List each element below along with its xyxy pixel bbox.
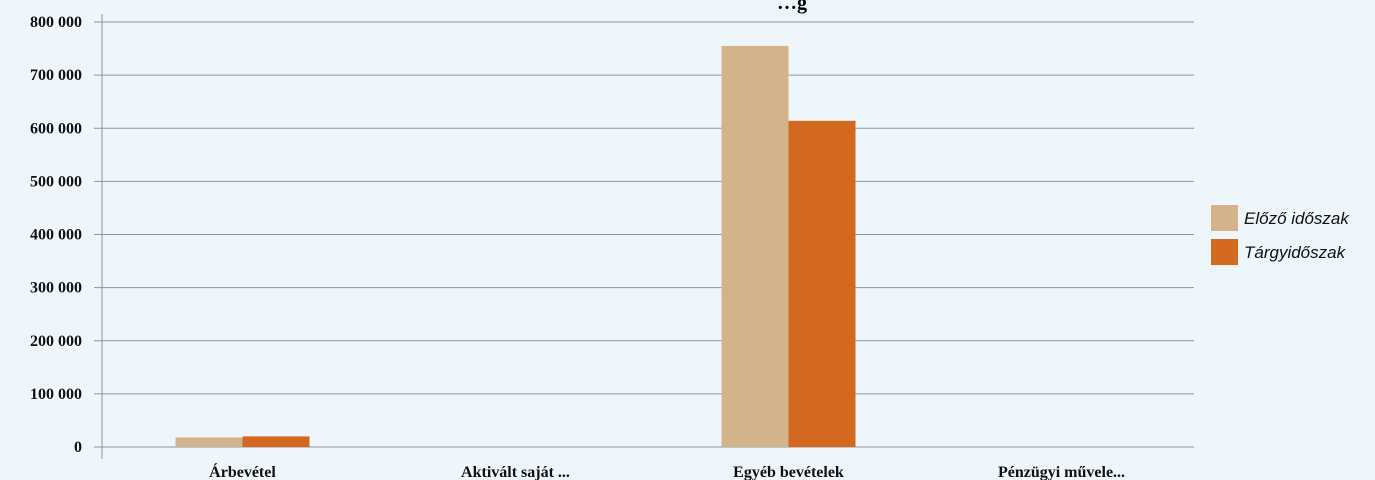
bar-previous-period bbox=[175, 437, 243, 447]
bar-current-period bbox=[242, 436, 310, 447]
bars bbox=[175, 45, 856, 447]
x-category-label: Aktivált saját ... bbox=[461, 464, 570, 480]
y-tick-label: 500 000 bbox=[30, 173, 82, 190]
y-tick-label: 600 000 bbox=[30, 120, 82, 137]
legend-swatch bbox=[1211, 205, 1238, 231]
y-tick-labels: 0 100 000 200 000 300 000 400 000 500 000 600 … bbox=[30, 14, 82, 456]
gridlines bbox=[94, 21, 1194, 448]
x-category-label: Pénzügyi művele... bbox=[998, 464, 1125, 480]
bar-previous-period bbox=[721, 45, 789, 447]
y-tick-label: 200 000 bbox=[30, 333, 82, 350]
y-tick-label: 300 000 bbox=[30, 280, 82, 297]
bar-current-period bbox=[788, 120, 856, 447]
legend-swatch bbox=[1211, 239, 1238, 265]
y-tick-label: 0 bbox=[74, 439, 82, 456]
x-category-labels: Árbevétel Aktivált saját ... Egyéb bevétel… bbox=[209, 462, 1125, 480]
legend-label: Előző időszak bbox=[1244, 209, 1350, 228]
x-category-label: Egyéb bevételek bbox=[733, 464, 844, 480]
y-tick-label: 700 000 bbox=[30, 67, 82, 84]
chart-title: …g bbox=[777, 0, 807, 14]
y-tick-label: 400 000 bbox=[30, 227, 82, 244]
legend-label: Tárgyidőszak bbox=[1244, 243, 1347, 262]
y-tick-label: 100 000 bbox=[30, 386, 82, 403]
y-tick-label: 800 000 bbox=[30, 14, 82, 31]
legend: Előző időszak Tárgyidőszak bbox=[1211, 205, 1350, 265]
x-category-label: Árbevétel bbox=[209, 462, 276, 480]
